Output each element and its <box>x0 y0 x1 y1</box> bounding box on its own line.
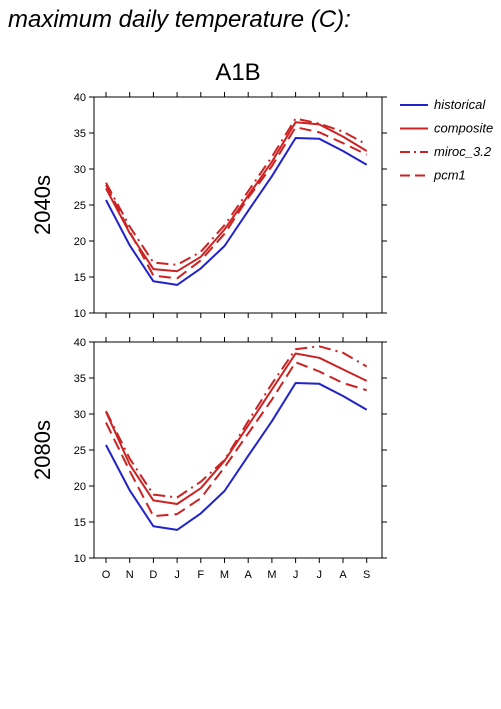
legend-label: composite <box>434 121 493 136</box>
x-tick-label: A <box>245 569 253 581</box>
y-axis-label: 2040s <box>30 175 55 235</box>
x-tick-label: O <box>102 569 111 581</box>
x-tick-label: S <box>363 569 370 581</box>
series-line-pcm1 <box>105 361 367 518</box>
x-tick-label: M <box>220 569 229 581</box>
y-tick-label: 10 <box>74 308 86 320</box>
y-tick-label: 15 <box>74 272 86 284</box>
y-tick-label: 25 <box>74 445 86 457</box>
series-line-pcm1 <box>105 126 368 280</box>
y-tick-label: 35 <box>74 373 86 385</box>
legend-item-historical: historical <box>400 97 486 112</box>
series-line-historical <box>105 137 368 286</box>
x-tick-label: M <box>267 569 276 581</box>
y-tick-label: 30 <box>74 409 86 421</box>
y-tick-label: 40 <box>74 337 86 349</box>
y-tick-label: 15 <box>74 517 86 529</box>
y-tick-label: 20 <box>74 481 86 493</box>
x-tick-label: D <box>149 569 157 581</box>
page-title: maximum daily temperature (C): <box>8 6 351 33</box>
legend-item-composite: composite <box>400 121 493 136</box>
y-tick-label: 25 <box>74 200 86 212</box>
x-tick-label: F <box>197 569 204 581</box>
series-line-historical <box>105 382 368 531</box>
y-tick-label: 20 <box>74 236 86 248</box>
x-tick-label: N <box>126 569 134 581</box>
legend-label: historical <box>434 97 486 112</box>
scenario-title: A1B <box>215 59 260 86</box>
y-tick-label: 30 <box>74 164 86 176</box>
x-tick-label: J <box>317 569 323 581</box>
legend-label: miroc_3.2 <box>434 144 492 159</box>
y-tick-label: 10 <box>74 553 86 565</box>
y-tick-label: 35 <box>74 128 86 140</box>
series-line-miroc_3.2 <box>105 345 368 499</box>
series-line-composite <box>105 352 368 505</box>
y-tick-label: 40 <box>74 92 86 104</box>
panels-layer: 10 15 20 25 30 35 40 2040s 10 15 20 25 30 35 40 2080s O N… <box>30 92 387 581</box>
series-line-composite <box>105 121 368 273</box>
plot-frame <box>93 341 383 559</box>
legend-item-pcm1: pcm1 <box>400 168 466 183</box>
panel-2040s: 10 15 20 25 30 35 40 2040s <box>30 92 387 320</box>
y-axis-label: 2080s <box>30 420 55 480</box>
x-tick-label: J <box>293 569 299 581</box>
panel-2080s: 10 15 20 25 30 35 40 2080s <box>30 337 387 565</box>
legend-label: pcm1 <box>433 168 466 183</box>
x-tick-label: J <box>174 569 180 581</box>
x-tick-label: A <box>339 569 347 581</box>
legend: historical composite miroc_3.2 pcm1 <box>400 97 493 183</box>
series-line-miroc_3.2 <box>105 117 368 266</box>
legend-item-miroc_3.2: miroc_3.2 <box>400 144 492 159</box>
